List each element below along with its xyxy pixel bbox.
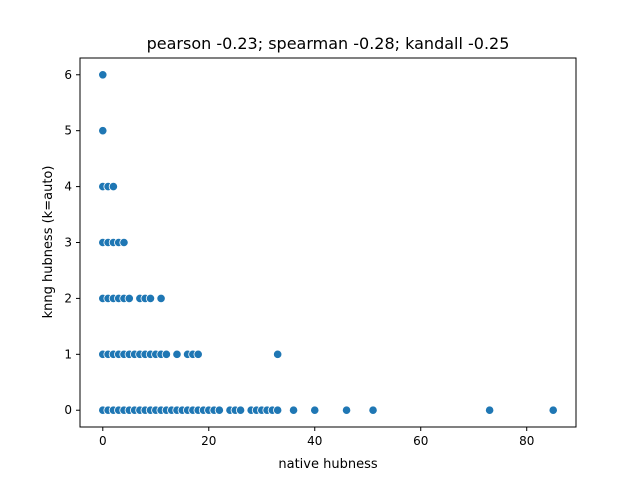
scatter-point (109, 182, 117, 190)
x-tick-label: 40 (307, 434, 322, 448)
axis-ticks: 0 20 40 60 80 0 1 2 3 4 5 6 (64, 68, 534, 448)
x-tick-label: 20 (201, 434, 216, 448)
y-tick-label: 6 (64, 68, 72, 82)
scatter-point (99, 71, 107, 79)
scatter-point (311, 406, 319, 414)
scatter-point (273, 406, 281, 414)
y-axis-label: knng hubness (k=auto) (41, 166, 56, 319)
x-tick-label: 80 (519, 434, 534, 448)
x-tick-label: 60 (413, 434, 428, 448)
y-tick-label: 5 (64, 124, 72, 138)
plot-frame (80, 58, 576, 427)
scatter-point (273, 350, 281, 358)
scatter-point (125, 294, 133, 302)
y-tick-label: 2 (64, 291, 72, 305)
y-tick-label: 4 (64, 180, 72, 194)
chart-title: pearson -0.23; spearman -0.28; kandall -… (147, 34, 510, 53)
scatter-point (549, 406, 557, 414)
scatter-point (236, 406, 244, 414)
scatter-point (99, 126, 107, 134)
scatter-point (342, 406, 350, 414)
x-axis-label: native hubness (278, 457, 377, 472)
data-points (99, 71, 558, 415)
scatter-point (157, 294, 165, 302)
x-tick-label: 0 (99, 434, 107, 448)
scatter-point (369, 406, 377, 414)
y-tick-label: 3 (64, 236, 72, 250)
scatter-point (120, 238, 128, 246)
scatter-point (194, 350, 202, 358)
scatter-point (146, 294, 154, 302)
scatter-point (215, 406, 223, 414)
scatter-point (485, 406, 493, 414)
y-tick-label: 1 (64, 347, 72, 361)
scatter-point (162, 350, 170, 358)
y-tick-label: 0 (64, 403, 72, 417)
scatter-point (173, 350, 181, 358)
scatter-point (289, 406, 297, 414)
